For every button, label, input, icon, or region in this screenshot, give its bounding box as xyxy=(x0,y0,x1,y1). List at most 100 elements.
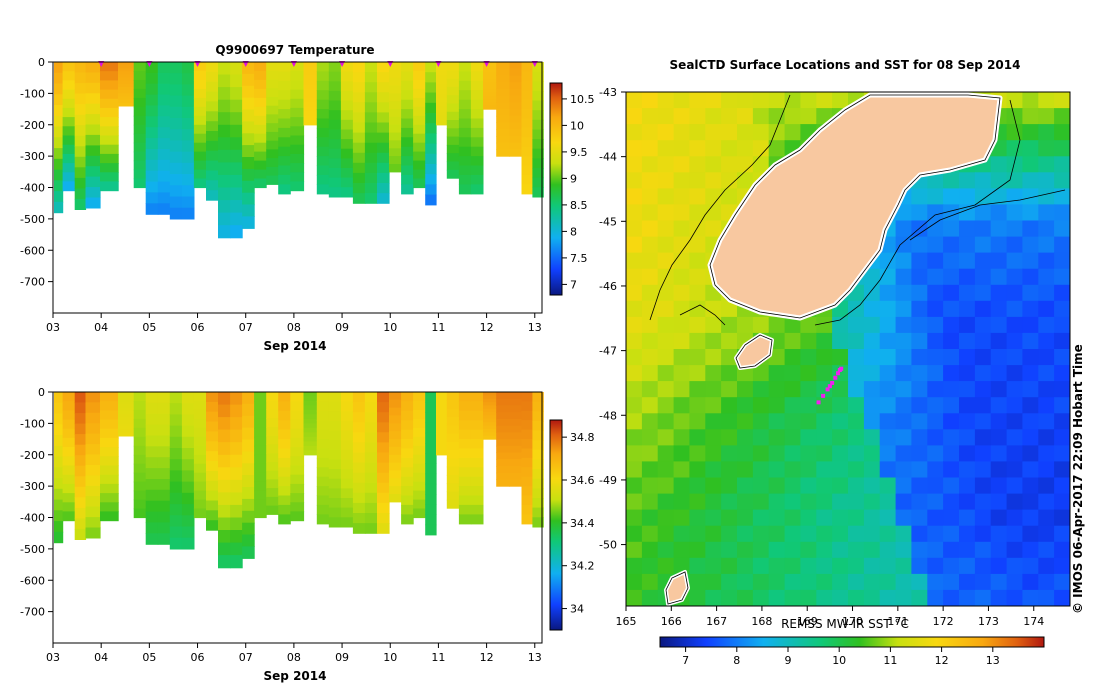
section-cell xyxy=(230,442,243,456)
section-cell xyxy=(364,72,378,83)
section-cell xyxy=(230,149,243,163)
sst-cell xyxy=(1054,236,1070,254)
section-cell xyxy=(509,149,523,157)
section-cell xyxy=(85,444,101,456)
sst-cell xyxy=(673,349,691,366)
sst-cell xyxy=(1038,92,1055,109)
section-cell xyxy=(133,79,147,90)
section-cell xyxy=(521,410,533,421)
sst-cell xyxy=(657,332,675,350)
sst-cell xyxy=(990,252,1008,270)
sst-cell xyxy=(626,108,643,125)
section-cell xyxy=(74,455,87,467)
section-cell xyxy=(218,137,231,151)
section-cell xyxy=(266,149,279,159)
sst-cell xyxy=(641,541,659,559)
sst-cell xyxy=(673,509,691,527)
sst-cell xyxy=(1006,397,1024,414)
section-cell xyxy=(509,459,523,467)
section-cell xyxy=(193,463,207,474)
sst-cell xyxy=(1054,445,1070,463)
sst-cell xyxy=(863,509,881,527)
sst-cell xyxy=(689,349,706,366)
section-cell xyxy=(496,75,510,83)
sst-cell xyxy=(641,316,659,334)
sst-cell xyxy=(911,268,928,286)
section-cell xyxy=(133,445,147,456)
section-cell xyxy=(458,486,472,497)
sst-cell xyxy=(626,381,643,398)
sst-cell xyxy=(752,381,770,398)
section-cell xyxy=(303,71,318,77)
sst-cell xyxy=(673,445,691,463)
section-cell xyxy=(340,430,354,441)
section-cell xyxy=(521,90,533,101)
section-cell xyxy=(62,144,76,155)
sst-cell xyxy=(626,429,643,447)
sst-cell xyxy=(832,461,849,479)
section-cell xyxy=(157,181,171,194)
section-cell xyxy=(242,168,255,182)
section-cell xyxy=(352,102,366,113)
section-cell xyxy=(413,142,426,153)
sst-cell xyxy=(721,509,738,527)
section-cell xyxy=(303,75,318,81)
sst-cell xyxy=(1022,204,1039,222)
section-cell xyxy=(218,417,231,431)
sst-cell xyxy=(1038,413,1055,431)
section-cell xyxy=(496,62,510,70)
section-cell xyxy=(458,109,472,120)
section-cell xyxy=(100,98,119,109)
sst-cell xyxy=(879,381,897,398)
sst-cell xyxy=(974,381,992,398)
sst-cell xyxy=(752,108,770,125)
sst-cell xyxy=(626,461,643,479)
section-cell xyxy=(340,440,354,451)
sst-cell xyxy=(721,316,738,334)
sst-cell xyxy=(1022,477,1039,495)
section-cell xyxy=(446,95,460,105)
section-cell xyxy=(278,439,291,450)
section-cell xyxy=(470,401,484,412)
section-cell xyxy=(118,80,135,85)
section-cell xyxy=(157,424,171,437)
section-cell xyxy=(446,408,460,418)
sst-cell xyxy=(959,477,976,495)
section-cell xyxy=(100,172,119,183)
section-cell xyxy=(483,418,497,423)
sst-cell xyxy=(737,172,754,190)
sst-cell xyxy=(768,573,786,591)
section-cell xyxy=(436,427,448,433)
sst-cell xyxy=(863,365,881,382)
section-cell xyxy=(54,62,64,74)
sst-cell xyxy=(1054,156,1070,174)
section-cell xyxy=(425,443,437,454)
sst-cell xyxy=(1054,300,1070,318)
sst-cell xyxy=(959,284,976,302)
section-cell xyxy=(316,80,330,91)
sst-cell xyxy=(816,573,833,591)
sst-cell xyxy=(657,236,675,254)
sst-cell xyxy=(1038,284,1055,302)
section-cell xyxy=(496,115,510,124)
sst-cell xyxy=(705,204,722,222)
sst-cell xyxy=(1054,397,1070,414)
sst-cell xyxy=(816,557,833,575)
sst-cell xyxy=(1054,316,1070,334)
sst-cell xyxy=(832,573,849,591)
sst-cell xyxy=(848,332,865,350)
sst-cell xyxy=(990,493,1008,511)
section-cell xyxy=(133,392,147,402)
section-cell xyxy=(206,190,219,201)
section-cell xyxy=(521,118,533,129)
section-cell xyxy=(157,533,171,545)
section-cell xyxy=(133,463,147,474)
section-cell xyxy=(169,481,183,494)
sst-cell xyxy=(895,204,913,222)
sst-cell xyxy=(657,493,675,511)
sst-cell xyxy=(990,461,1008,479)
section-cell xyxy=(458,118,472,129)
sst-cell xyxy=(927,509,944,527)
sst-cell xyxy=(737,573,754,591)
section-cell xyxy=(133,142,147,153)
